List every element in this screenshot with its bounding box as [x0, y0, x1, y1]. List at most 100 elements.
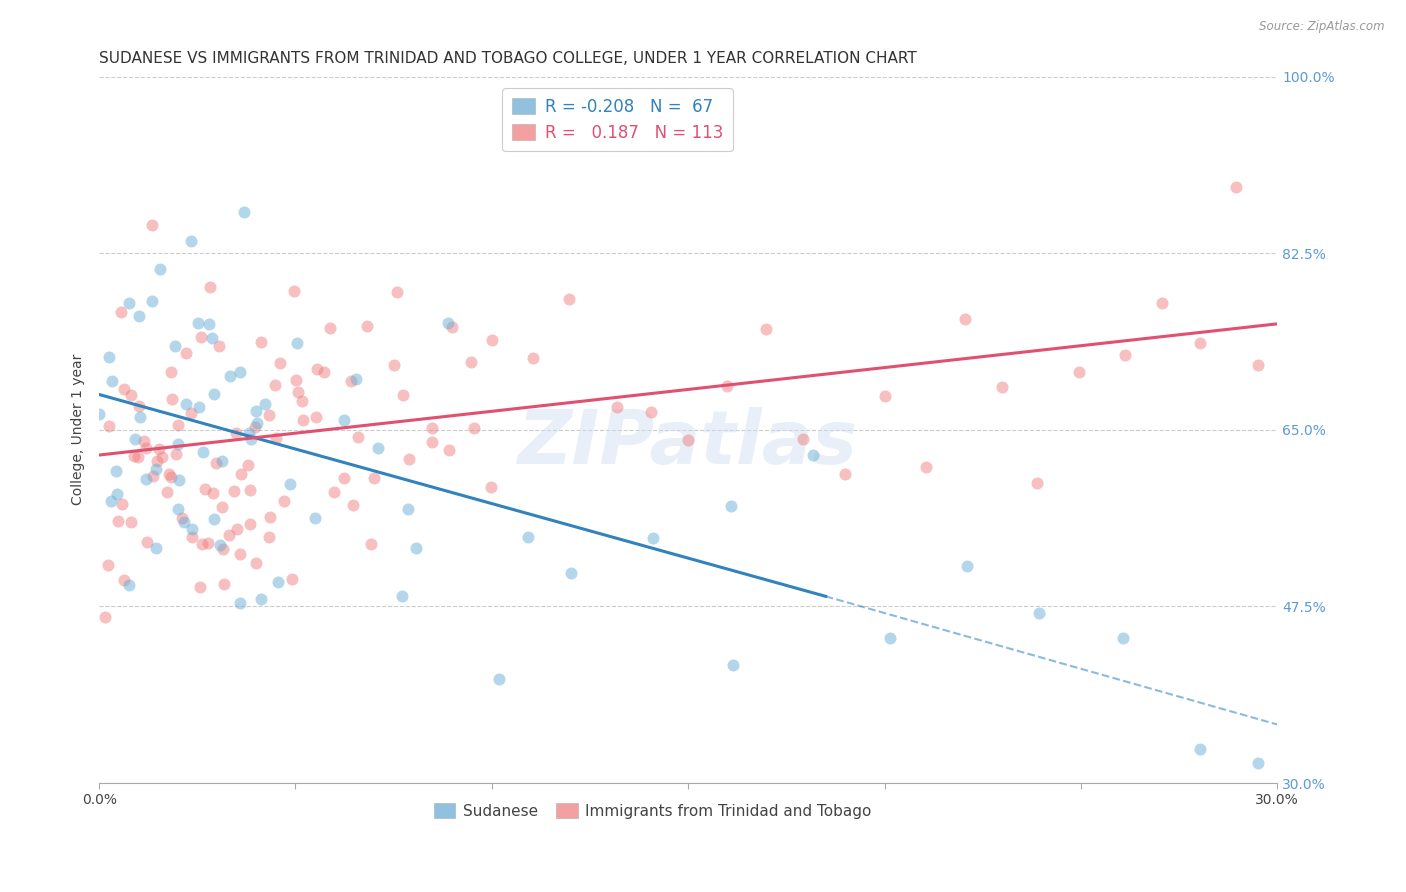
Point: [197, 536, 219, 550]
Point: [360, 536, 382, 550]
Point: [101, 374, 124, 388]
Point: [263, 378, 285, 392]
Point: [257, 530, 280, 544]
Point: [194, 483, 217, 497]
Point: [163, 339, 186, 353]
Point: [463, 420, 485, 434]
Point: [420, 435, 443, 450]
Point: [97, 558, 120, 572]
Point: [291, 394, 314, 409]
Point: [105, 464, 128, 478]
Point: [159, 470, 181, 484]
Point: [243, 420, 266, 434]
Point: [283, 285, 305, 299]
Point: [441, 319, 464, 334]
Point: [245, 556, 267, 570]
Point: [127, 450, 149, 464]
Point: [834, 467, 856, 481]
Point: [110, 497, 132, 511]
Point: [128, 399, 150, 413]
Point: [118, 578, 141, 592]
Point: [211, 500, 233, 514]
Point: [356, 318, 378, 333]
Point: [250, 592, 273, 607]
Point: [181, 522, 204, 536]
Point: [273, 494, 295, 508]
Point: [259, 510, 281, 524]
Point: [312, 365, 335, 379]
Legend: Sudanese, Immigrants from Trinidad and Tobago: Sudanese, Immigrants from Trinidad and T…: [427, 797, 877, 825]
Point: [264, 431, 287, 445]
Point: [187, 316, 209, 330]
Point: [197, 317, 219, 331]
Point: [363, 471, 385, 485]
Point: [342, 499, 364, 513]
Point: [222, 483, 245, 498]
Point: [479, 480, 502, 494]
Point: [879, 631, 901, 645]
Point: [105, 486, 128, 500]
Point: [382, 359, 405, 373]
Point: [721, 657, 744, 672]
Point: [347, 430, 370, 444]
Point: [211, 454, 233, 468]
Point: [344, 372, 367, 386]
Point: [89, 408, 111, 422]
Point: [98, 419, 121, 434]
Point: [914, 460, 936, 475]
Point: [180, 234, 202, 248]
Point: [990, 380, 1012, 394]
Point: [1026, 476, 1049, 491]
Point: [396, 501, 419, 516]
Point: [100, 493, 122, 508]
Point: [257, 408, 280, 422]
Point: [437, 317, 460, 331]
Point: [135, 441, 157, 455]
Point: [202, 386, 225, 401]
Point: [120, 388, 142, 402]
Point: [167, 473, 190, 487]
Point: [229, 366, 252, 380]
Point: [188, 580, 211, 594]
Point: [193, 445, 215, 459]
Point: [267, 574, 290, 589]
Point: [1112, 632, 1135, 646]
Point: [1067, 365, 1090, 379]
Point: [304, 510, 326, 524]
Point: [875, 389, 897, 403]
Point: [278, 477, 301, 491]
Point: [755, 322, 778, 336]
Point: [141, 219, 163, 233]
Point: [643, 531, 665, 545]
Point: [145, 541, 167, 555]
Point: [676, 433, 699, 447]
Point: [720, 499, 742, 513]
Point: [236, 458, 259, 473]
Point: [167, 436, 190, 450]
Point: [97, 350, 120, 364]
Point: [560, 566, 582, 580]
Point: [135, 472, 157, 486]
Point: [956, 559, 979, 574]
Text: ZIPatlas: ZIPatlas: [519, 408, 858, 481]
Point: [132, 434, 155, 449]
Point: [218, 528, 240, 542]
Point: [238, 426, 260, 441]
Point: [156, 484, 179, 499]
Point: [287, 384, 309, 399]
Text: SUDANESE VS IMMIGRANTS FROM TRINIDAD AND TOBAGO COLLEGE, UNDER 1 YEAR CORRELATIO: SUDANESE VS IMMIGRANTS FROM TRINIDAD AND…: [100, 51, 917, 66]
Point: [231, 467, 253, 482]
Point: [240, 432, 263, 446]
Point: [292, 413, 315, 427]
Point: [488, 672, 510, 686]
Point: [557, 292, 579, 306]
Point: [716, 379, 738, 393]
Point: [285, 335, 308, 350]
Point: [124, 432, 146, 446]
Point: [202, 512, 225, 526]
Point: [212, 541, 235, 556]
Point: [269, 355, 291, 369]
Point: [239, 483, 262, 497]
Point: [322, 484, 344, 499]
Point: [437, 442, 460, 457]
